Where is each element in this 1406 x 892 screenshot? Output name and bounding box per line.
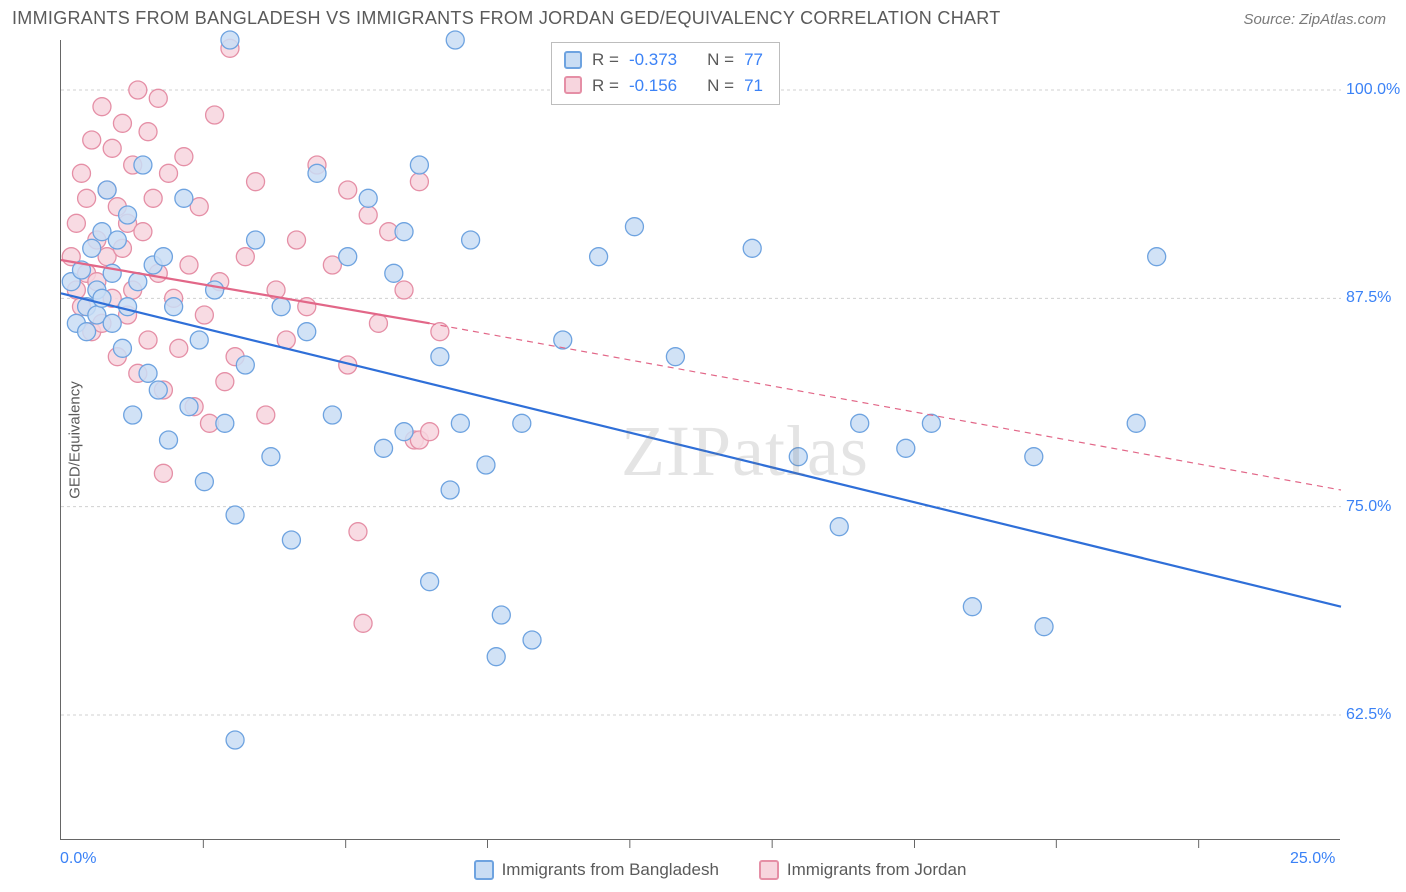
n-value-jordan: 71	[744, 73, 763, 99]
swatch-jordan	[564, 76, 582, 94]
n-label: N =	[707, 47, 734, 73]
source-attribution: Source: ZipAtlas.com	[1243, 11, 1386, 28]
swatch-jordan	[759, 860, 779, 880]
stats-row-jordan: R = -0.156 N = 71	[564, 73, 763, 99]
correlation-legend: R = -0.373 N = 77 R = -0.156 N = 71	[551, 42, 780, 105]
chart-area: GED/Equivalency ZIPatlas R = -0.373 N = …	[50, 40, 1390, 840]
plot-region: ZIPatlas R = -0.373 N = 77 R = -0.156 N …	[60, 40, 1340, 840]
series-legend: Immigrants from Bangladesh Immigrants fr…	[50, 860, 1390, 880]
stats-row-bangladesh: R = -0.373 N = 77	[564, 47, 763, 73]
r-label: R =	[592, 47, 619, 73]
swatch-bangladesh	[564, 51, 582, 69]
legend-label-bangladesh: Immigrants from Bangladesh	[502, 860, 719, 880]
r-value-jordan: -0.156	[629, 73, 677, 99]
y-tick-label: 62.5%	[1346, 706, 1391, 724]
n-label: N =	[707, 73, 734, 99]
y-tick-label: 100.0%	[1346, 81, 1400, 99]
n-value-bangladesh: 77	[744, 47, 763, 73]
y-tick-label: 75.0%	[1346, 498, 1391, 516]
legend-item-bangladesh: Immigrants from Bangladesh	[474, 860, 719, 880]
legend-item-jordan: Immigrants from Jordan	[759, 860, 967, 880]
legend-label-jordan: Immigrants from Jordan	[787, 860, 967, 880]
r-label: R =	[592, 73, 619, 99]
scatter-svg	[61, 40, 1340, 839]
chart-title: IMMIGRANTS FROM BANGLADESH VS IMMIGRANTS…	[12, 8, 1001, 29]
y-tick-label: 87.5%	[1346, 289, 1391, 307]
swatch-bangladesh	[474, 860, 494, 880]
r-value-bangladesh: -0.373	[629, 47, 677, 73]
